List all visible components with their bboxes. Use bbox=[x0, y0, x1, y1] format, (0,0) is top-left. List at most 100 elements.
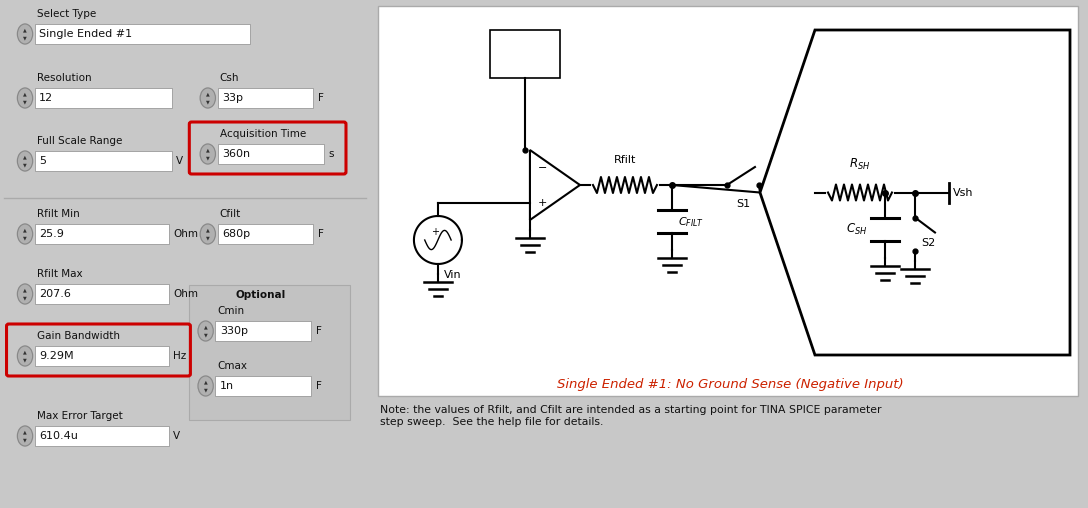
Text: Cmax: Cmax bbox=[218, 361, 248, 371]
FancyBboxPatch shape bbox=[215, 321, 311, 341]
Text: ▼: ▼ bbox=[206, 100, 210, 105]
Text: 33p: 33p bbox=[222, 93, 243, 103]
Text: 25.9: 25.9 bbox=[39, 229, 64, 239]
Ellipse shape bbox=[17, 24, 33, 44]
Text: Rfilt Min: Rfilt Min bbox=[37, 209, 79, 219]
Text: 330p: 330p bbox=[220, 326, 248, 336]
Text: S2: S2 bbox=[920, 238, 936, 247]
Text: ▲: ▲ bbox=[203, 379, 208, 385]
Text: ▲: ▲ bbox=[23, 154, 27, 160]
FancyBboxPatch shape bbox=[35, 346, 169, 366]
Ellipse shape bbox=[198, 376, 213, 396]
Text: ▼: ▼ bbox=[23, 36, 27, 41]
Text: V: V bbox=[176, 156, 184, 166]
Text: ▲: ▲ bbox=[23, 350, 27, 355]
Ellipse shape bbox=[17, 346, 33, 366]
Ellipse shape bbox=[200, 144, 215, 164]
Text: Rfilt: Rfilt bbox=[614, 155, 636, 165]
Text: Max Error Target: Max Error Target bbox=[37, 411, 123, 421]
FancyBboxPatch shape bbox=[378, 6, 1078, 396]
Ellipse shape bbox=[17, 224, 33, 244]
Text: ▼: ▼ bbox=[203, 333, 208, 337]
Text: F: F bbox=[316, 381, 321, 391]
Text: ▲: ▲ bbox=[23, 429, 27, 434]
Text: ▲: ▲ bbox=[206, 91, 210, 97]
Text: 12: 12 bbox=[39, 93, 53, 103]
Text: ▼: ▼ bbox=[23, 358, 27, 363]
Text: 5: 5 bbox=[39, 156, 46, 166]
Ellipse shape bbox=[17, 88, 33, 108]
Text: Csh: Csh bbox=[220, 73, 239, 83]
Text: Hz: Hz bbox=[173, 351, 186, 361]
Text: S1: S1 bbox=[735, 199, 750, 209]
Text: ▼: ▼ bbox=[23, 100, 27, 105]
Text: Ohm: Ohm bbox=[173, 229, 198, 239]
FancyBboxPatch shape bbox=[218, 144, 324, 164]
Text: Gain Bandwidth: Gain Bandwidth bbox=[37, 331, 120, 341]
FancyBboxPatch shape bbox=[218, 88, 313, 108]
Text: Vsh: Vsh bbox=[953, 187, 974, 198]
Text: F: F bbox=[318, 93, 323, 103]
Text: Ohm: Ohm bbox=[173, 289, 198, 299]
Text: 9.29M: 9.29M bbox=[39, 351, 74, 361]
Text: ▼: ▼ bbox=[23, 236, 27, 240]
Text: s: s bbox=[329, 149, 334, 159]
FancyBboxPatch shape bbox=[218, 224, 313, 244]
Text: ▲: ▲ bbox=[23, 91, 27, 97]
Text: Acquisition Time: Acquisition Time bbox=[220, 129, 306, 139]
Text: Rfilt Max: Rfilt Max bbox=[37, 269, 83, 279]
Text: ▼: ▼ bbox=[203, 388, 208, 393]
Text: +: + bbox=[537, 198, 547, 207]
FancyBboxPatch shape bbox=[35, 224, 169, 244]
Text: $C_{FILT}$: $C_{FILT}$ bbox=[678, 215, 704, 229]
Text: Select Type: Select Type bbox=[37, 9, 96, 19]
FancyBboxPatch shape bbox=[35, 426, 169, 446]
Text: ▲: ▲ bbox=[23, 27, 27, 33]
Text: ▲: ▲ bbox=[23, 288, 27, 293]
Text: $R_{SH}$: $R_{SH}$ bbox=[850, 157, 870, 173]
Text: −: − bbox=[537, 163, 547, 173]
Text: ▲: ▲ bbox=[206, 228, 210, 233]
Text: Full Scale Range: Full Scale Range bbox=[37, 136, 122, 146]
FancyBboxPatch shape bbox=[35, 88, 172, 108]
Text: Note: the values of Rfilt, and Cfilt are intended as a starting point for TINA S: Note: the values of Rfilt, and Cfilt are… bbox=[380, 405, 881, 427]
Text: Cfilt: Cfilt bbox=[220, 209, 242, 219]
Text: +5V: +5V bbox=[512, 49, 537, 59]
Text: 207.6: 207.6 bbox=[39, 289, 71, 299]
Ellipse shape bbox=[200, 224, 215, 244]
Polygon shape bbox=[759, 30, 1070, 355]
Text: Resolution: Resolution bbox=[37, 73, 91, 83]
Ellipse shape bbox=[17, 426, 33, 446]
Text: ▼: ▼ bbox=[206, 155, 210, 161]
Text: ▲: ▲ bbox=[23, 228, 27, 233]
Ellipse shape bbox=[200, 88, 215, 108]
FancyBboxPatch shape bbox=[35, 151, 172, 171]
Text: Single Ended #1: Single Ended #1 bbox=[39, 29, 133, 39]
Text: ▲: ▲ bbox=[206, 147, 210, 152]
Text: F: F bbox=[318, 229, 323, 239]
Text: $C_{SH}$: $C_{SH}$ bbox=[845, 222, 867, 237]
Text: 360n: 360n bbox=[222, 149, 250, 159]
FancyBboxPatch shape bbox=[189, 285, 350, 420]
Text: F: F bbox=[316, 326, 321, 336]
Text: ▼: ▼ bbox=[23, 163, 27, 168]
FancyBboxPatch shape bbox=[490, 30, 560, 78]
Ellipse shape bbox=[17, 284, 33, 304]
Text: Optional: Optional bbox=[236, 290, 286, 300]
Text: ▼: ▼ bbox=[23, 437, 27, 442]
Text: 610.4u: 610.4u bbox=[39, 431, 78, 441]
FancyBboxPatch shape bbox=[35, 24, 250, 44]
Text: Vin: Vin bbox=[444, 270, 461, 280]
Ellipse shape bbox=[17, 151, 33, 171]
Text: ▼: ▼ bbox=[206, 236, 210, 240]
FancyBboxPatch shape bbox=[215, 376, 311, 396]
Polygon shape bbox=[530, 150, 580, 220]
Text: +: + bbox=[431, 227, 438, 237]
Text: 1n: 1n bbox=[220, 381, 234, 391]
Text: Cmin: Cmin bbox=[218, 306, 245, 316]
FancyBboxPatch shape bbox=[35, 284, 169, 304]
Text: ▼: ▼ bbox=[23, 296, 27, 301]
Text: ▲: ▲ bbox=[203, 325, 208, 330]
Text: Single Ended #1: No Ground Sense (Negative Input): Single Ended #1: No Ground Sense (Negati… bbox=[557, 378, 903, 391]
Ellipse shape bbox=[198, 321, 213, 341]
